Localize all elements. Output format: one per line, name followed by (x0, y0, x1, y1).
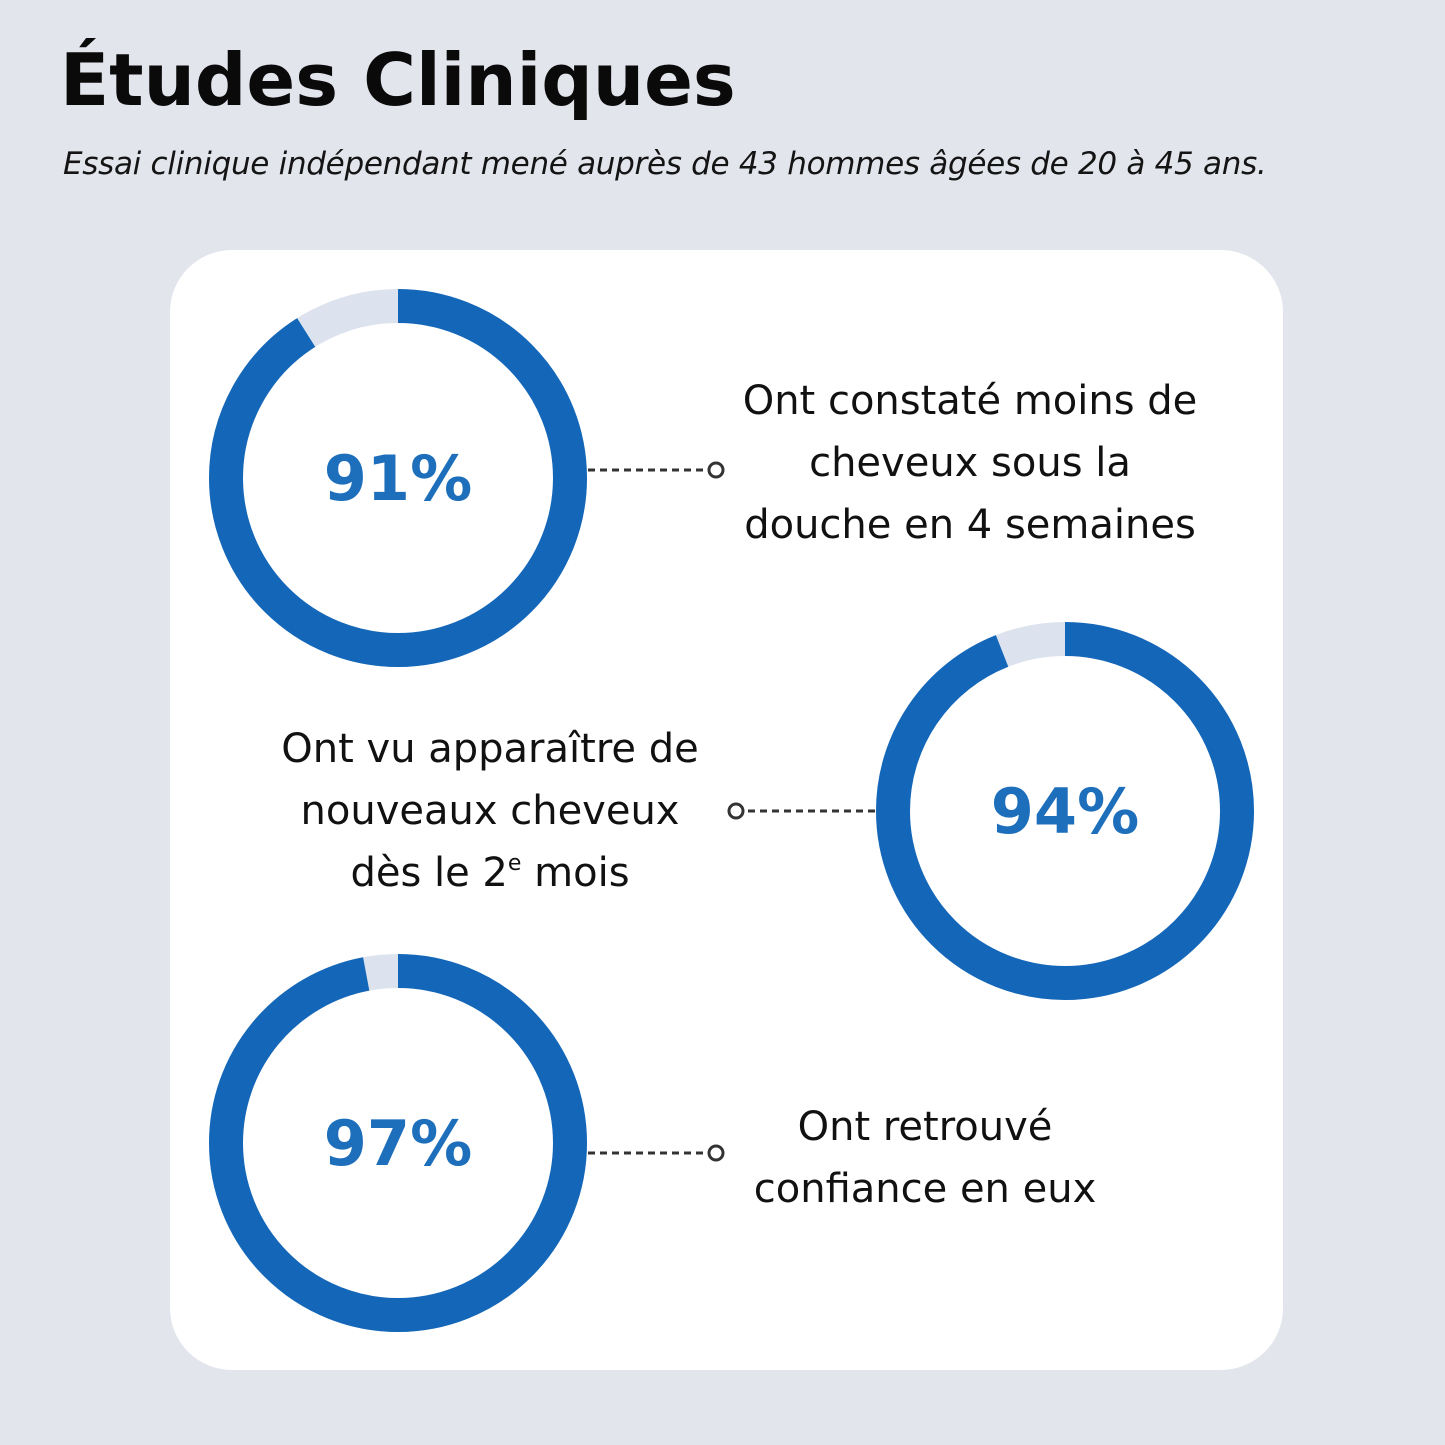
donut-2-percent-label: 94% (991, 775, 1139, 848)
stat-description-2-line-3-text: dès le 2 (350, 850, 508, 896)
donut-2-value-arc (876, 622, 1254, 1000)
donut-1-percent-label: 91% (324, 442, 472, 515)
donut-3-value-arc (209, 954, 587, 1332)
stat-description-3-line-1: Ont retrouvé (797, 1104, 1053, 1150)
stat-description-2-line-1: Ont vu apparaître de (281, 726, 699, 772)
donut-3: 97% (209, 954, 725, 1332)
stat-description-1-line-2: cheveux sous la (809, 440, 1131, 486)
connector-3-dot (707, 1144, 725, 1162)
results-card: 91% 94% 97% Ont constaté moins de cheveux … (170, 250, 1283, 1370)
stat-description-2-tail: mois (521, 850, 630, 896)
page-title: Études Cliniques (60, 38, 736, 122)
stat-description-1-line-1: Ont constaté moins de (742, 378, 1198, 424)
donut-1-value-arc (209, 289, 587, 667)
stat-description-1-line-3: douche en 4 semaines (744, 502, 1196, 548)
donut-3-percent-label: 97% (324, 1107, 472, 1180)
stat-description-2-line-2: nouveaux cheveux (300, 788, 680, 834)
stat-description-2-superscript: e (507, 851, 522, 876)
page-subtitle: Essai clinique indépendant mené auprès d… (63, 146, 1267, 182)
stat-description-3: Ont retrouvé confiance en eux (710, 1096, 1140, 1220)
stat-description-3-line-2: confiance en eux (753, 1166, 1097, 1212)
connector-2-dot (727, 802, 745, 820)
donut-1: 91% (209, 289, 725, 667)
stat-description-1: Ont constaté moins de cheveux sous la do… (710, 370, 1230, 556)
donut-2: 94% (727, 622, 1254, 1000)
stat-description-2-line-3: dès le 2e mois (235, 842, 745, 904)
stat-description-2: Ont vu apparaître de nouveaux cheveux dè… (235, 718, 745, 904)
connector-1-dot (707, 461, 725, 479)
donut-charts: 91% 94% 97% (209, 289, 1254, 1332)
